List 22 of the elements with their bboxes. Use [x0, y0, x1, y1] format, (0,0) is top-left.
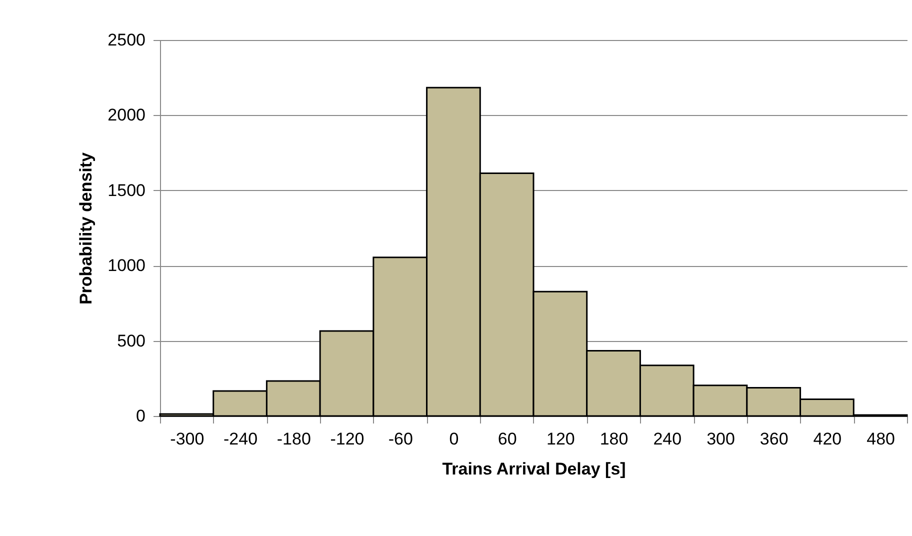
- x-tick-label: 240: [653, 430, 682, 448]
- x-axis-title: Trains Arrival Delay [s]: [442, 460, 626, 478]
- x-tick-label: 300: [706, 430, 735, 448]
- x-tick-label: -60: [388, 430, 413, 448]
- x-tick-label: 120: [546, 430, 575, 448]
- x-tick-label: 60: [498, 430, 517, 448]
- x-tick-label: -300: [170, 430, 204, 448]
- x-tick-label: 360: [760, 430, 788, 448]
- x-tick-label: -240: [224, 430, 258, 448]
- x-tick-label: -120: [330, 430, 364, 448]
- y-tick-label: 2500: [108, 30, 146, 50]
- y-tick-label: 1000: [108, 256, 146, 276]
- x-tick-label: 180: [600, 430, 628, 448]
- x-tick-label: -180: [276, 430, 311, 448]
- y-axis-title: Probability density: [76, 152, 96, 305]
- x-tick-label: 0: [449, 430, 459, 448]
- y-tick-label: 0: [136, 406, 146, 426]
- x-tick-label: 480: [866, 430, 896, 448]
- y-tick-label: 1500: [108, 180, 146, 200]
- y-tick-label: 2000: [108, 106, 146, 125]
- x-tick-label: 420: [813, 430, 842, 448]
- y-tick-label: 500: [117, 331, 146, 350]
